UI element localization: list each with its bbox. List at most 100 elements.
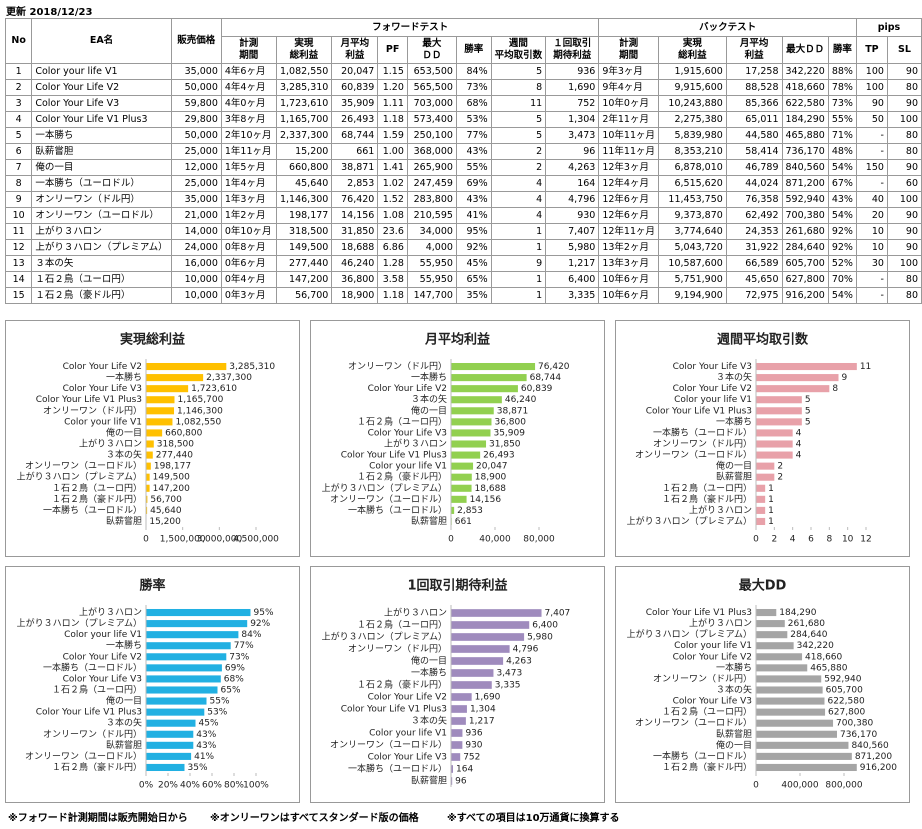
cell: 65% (455, 271, 492, 288)
value-label: 592,940 (824, 674, 861, 684)
cell: 247,459 (406, 175, 457, 192)
cell: 92% (455, 239, 492, 256)
cell: - (855, 175, 888, 192)
bar (756, 495, 766, 503)
category-label: オンリーワン（ドル円） (653, 439, 752, 450)
bar (756, 396, 802, 404)
cell: 80 (886, 127, 922, 144)
cell: 1 (4, 63, 33, 80)
category-label: １石２鳥（豪ドル円） (357, 471, 447, 483)
header-row: 計測 期間 実現 総利益 月平均 利益 PF 最大 ＤＤ 勝率 週間 平均取引数 １回取引 期待利益 計測期… (6, 36, 922, 64)
bar (756, 664, 808, 672)
value-label: 5 (805, 417, 811, 427)
cell: 80 (886, 287, 922, 304)
cell: 46,240 (331, 255, 379, 272)
value-label: 69% (225, 663, 245, 673)
category-label: オンリーワン（ユーロドル） (635, 450, 752, 461)
cell: 68% (455, 95, 492, 112)
header-cell: 実現 総利益 (658, 36, 727, 64)
cell: 21,000 (170, 207, 222, 224)
value-label: 4,263 (506, 657, 532, 667)
bar (756, 653, 803, 661)
cell: 1.18 (377, 287, 408, 304)
category-label: 一本勝ち（ユーロドル） (43, 504, 142, 516)
cell: 4年0ヶ月 (220, 95, 277, 112)
cell: 90 (886, 63, 922, 80)
category-label: 上がり３ハロン (689, 504, 752, 516)
cell: 210,595 (406, 207, 457, 224)
x-tick-label: 0 (753, 781, 759, 791)
cell: 54% (827, 159, 857, 176)
cell: 17,258 (725, 63, 783, 80)
cell: 8 (4, 175, 33, 192)
value-label: 1,146,300 (177, 406, 223, 416)
data-row: 11 上がり３ハロン 14,000 0年10ヶ月 318,500 31,850 23.6 34… (4, 223, 922, 240)
cell: Color Your Life V3 (31, 95, 172, 112)
cell: 1 (490, 271, 547, 288)
header-text: SL (898, 44, 911, 55)
bar (146, 686, 218, 694)
bar (146, 620, 248, 628)
value-label: 43% (196, 730, 216, 740)
cell: 871,200 (781, 175, 829, 192)
value-label: 936 (465, 729, 482, 739)
value-label: 149,500 (153, 473, 190, 483)
bar (756, 763, 857, 772)
cell: 100 (855, 63, 888, 80)
bar (451, 633, 525, 641)
cell: 11年11ヶ月 (598, 143, 660, 160)
footnote: ※すべての項目は10万通貨に換算する (447, 813, 620, 824)
cell: 上がり３ハロン（プレミアム） (31, 239, 172, 256)
cell: 627,800 (781, 271, 829, 288)
cell: 55% (827, 111, 857, 128)
cell: 56,700 (275, 287, 333, 304)
data-row: 15 １石２鳥（豪ドル円） 10,000 0年3ヶ月 56,700 18,900 1.18 1… (4, 287, 922, 304)
cell: 1年2ヶ月 (220, 207, 277, 224)
cell: Color Your Life V2 (31, 79, 172, 96)
value-label: 73% (229, 652, 249, 662)
cell: 12年11ヶ月 (598, 223, 660, 240)
bar (451, 506, 455, 514)
category-label: 一本勝ち (106, 371, 142, 383)
bar (451, 621, 530, 629)
chart-panel: 最大DD Color Your Life V1 Plus3 184,290 上がり３ハ… (615, 566, 910, 803)
header-cell: PF (377, 36, 408, 64)
cell: 1.52 (377, 191, 408, 208)
cell: 184,290 (781, 111, 829, 128)
x-tick-label: 0 (448, 535, 454, 545)
cell: 198,177 (275, 207, 333, 224)
cell: 76,358 (725, 191, 783, 208)
header-text: 実現 (294, 38, 314, 49)
cell: 43% (827, 191, 857, 208)
cell: 13年3ヶ月 (598, 255, 660, 272)
bar (756, 686, 823, 694)
category-label: Color Your Life V2 (368, 384, 447, 394)
cell: 55,950 (406, 271, 457, 288)
cell: 46,789 (725, 159, 783, 176)
value-label: 4 (796, 428, 802, 438)
cell: 50 (855, 111, 888, 128)
cell: 368,000 (406, 143, 457, 160)
bar (146, 631, 239, 639)
bar (451, 407, 494, 415)
value-label: 43% (196, 741, 216, 751)
x-tick-label: 0% (139, 781, 154, 791)
bar (451, 669, 494, 677)
cell: 90 (886, 159, 922, 176)
results-table: No EA名 販売価格 フォワードテスト バックテスト pips 計測 期間 実現 総利益 月平均利… (4, 18, 922, 304)
bar (756, 429, 793, 437)
cell: 661 (331, 143, 379, 160)
cell: 90 (855, 95, 888, 112)
cell: 5,839,980 (658, 127, 727, 144)
category-label: 臥薪嘗胆 (106, 515, 142, 527)
value-label: 916,200 (860, 763, 897, 773)
cell: 14,000 (170, 223, 222, 240)
cell: 1,915,600 (658, 63, 727, 80)
bar (451, 645, 510, 653)
bar (451, 741, 463, 749)
cell: 4年4ヶ月 (220, 79, 277, 96)
chart-panel: 月平均利益 オンリーワン（ドル円） 76,420 一本勝ち 68,744 Color Yo… (310, 320, 605, 557)
cell: 0年8ヶ月 (220, 239, 277, 256)
